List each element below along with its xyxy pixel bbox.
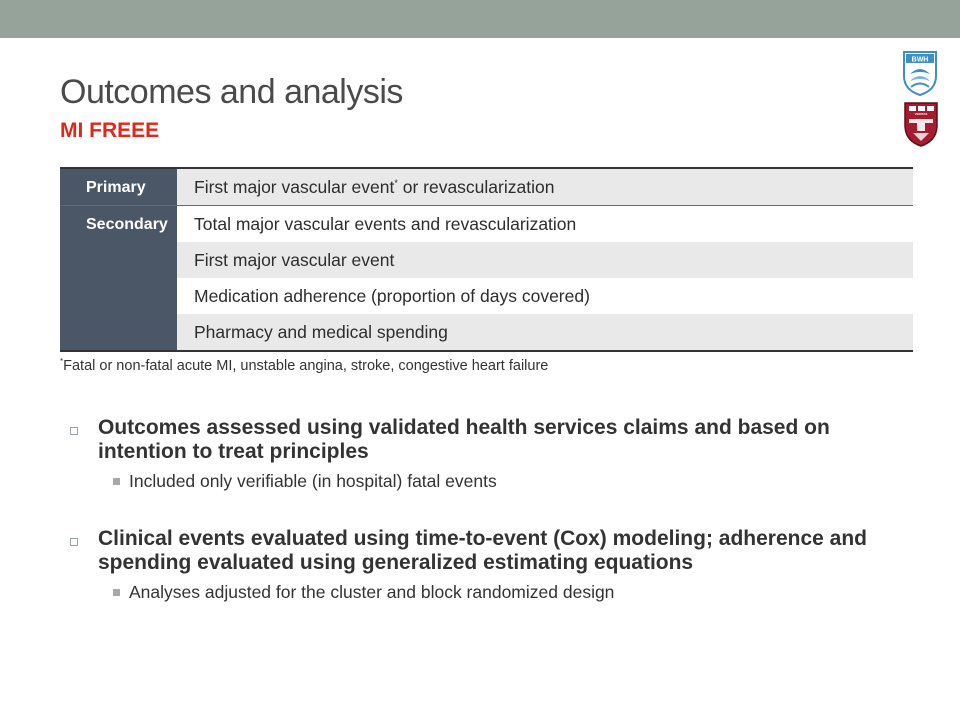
sub-bullet-text: Included only verifiable (in hospital) f… bbox=[129, 471, 497, 491]
bullet-text: Outcomes assessed using validated health… bbox=[98, 416, 830, 463]
primary-outcome: First major vascular event* or revascula… bbox=[177, 167, 913, 206]
sub-bullet-text: Analyses adjusted for the cluster and bl… bbox=[129, 582, 615, 602]
secondary-outcome-2: First major vascular event bbox=[177, 242, 913, 278]
harvard-shield-icon: VERITAS bbox=[904, 102, 938, 147]
filled-square-bullet-icon bbox=[113, 478, 120, 485]
sub-bullet-item: Analyses adjusted for the cluster and bl… bbox=[70, 582, 890, 602]
slide-subtitle: MI FREEE bbox=[60, 119, 160, 142]
table-footnote: *Fatal or non-fatal acute MI, unstable a… bbox=[60, 358, 548, 374]
secondary-outcome-3: Medication adherence (proportion of days… bbox=[177, 278, 913, 314]
table-row: Medication adherence (proportion of days… bbox=[60, 278, 913, 314]
table-row-primary: Primary First major vascular event* or r… bbox=[60, 167, 913, 206]
bullet-text: Clinical events evaluated using time-to-… bbox=[98, 527, 867, 574]
harvard-shield-text: VERITAS bbox=[915, 112, 928, 116]
footnote-text: Fatal or non-fatal acute MI, unstable an… bbox=[63, 358, 549, 374]
table-row: Secondary Total major vascular events an… bbox=[60, 205, 913, 352]
secondary-outcome-4: Pharmacy and medical spending bbox=[177, 314, 913, 352]
hollow-square-bullet-icon bbox=[70, 427, 78, 435]
bullet-item: Outcomes assessed using validated health… bbox=[70, 416, 890, 464]
table-row: Pharmacy and medical spending bbox=[60, 314, 913, 352]
sub-bullet-item: Included only verifiable (in hospital) f… bbox=[70, 471, 890, 491]
primary-footnote-marker: * bbox=[394, 177, 398, 188]
hollow-square-bullet-icon bbox=[70, 538, 78, 546]
slide-title: Outcomes and analysis bbox=[60, 73, 403, 111]
primary-outcome-text-after: or revascularization bbox=[397, 176, 555, 197]
bwh-logo-text: BWH bbox=[912, 57, 929, 64]
table-row: First major vascular event bbox=[60, 242, 913, 278]
secondary-label: Secondary bbox=[60, 205, 177, 352]
footnote-marker: * bbox=[60, 357, 64, 367]
bullet-list: Outcomes assessed using validated health… bbox=[70, 416, 890, 602]
secondary-outcome-1: Total major vascular events and revascul… bbox=[177, 205, 913, 242]
outcomes-table: Primary First major vascular event* or r… bbox=[60, 167, 913, 352]
primary-label: Primary bbox=[60, 167, 177, 206]
top-bar bbox=[0, 0, 960, 38]
bullet-item: Clinical events evaluated using time-to-… bbox=[70, 527, 890, 575]
filled-square-bullet-icon bbox=[113, 589, 120, 596]
bwh-logo-icon: BWH bbox=[903, 51, 937, 96]
primary-outcome-text: First major vascular event bbox=[194, 176, 395, 197]
